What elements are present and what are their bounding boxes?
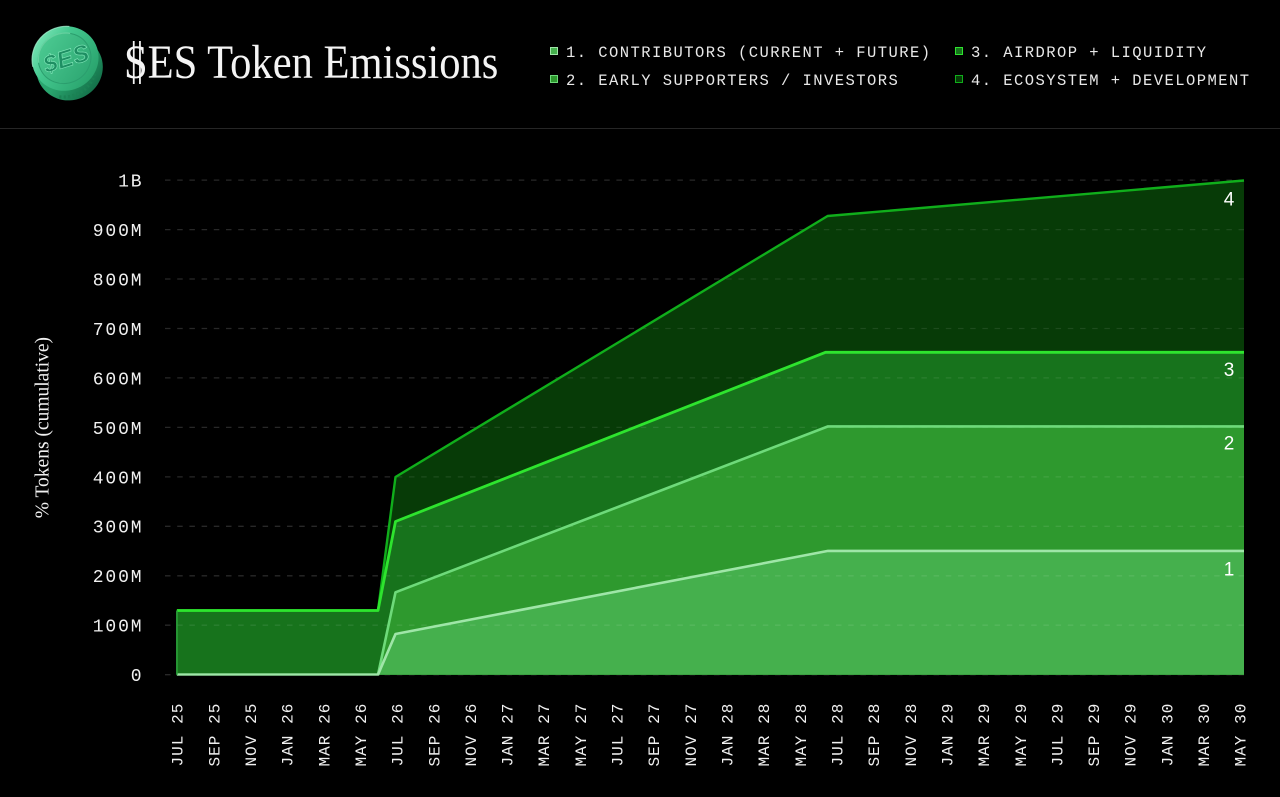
svg-text:% Tokens (cumulative): % Tokens (cumulative) (33, 337, 54, 518)
svg-text:MAR 27: MAR 27 (536, 703, 554, 767)
svg-text:200M: 200M (93, 568, 144, 588)
svg-text:MAY 29: MAY 29 (1013, 703, 1031, 767)
svg-text:JAN 26: JAN 26 (280, 703, 298, 767)
svg-text:NOV 28: NOV 28 (903, 703, 921, 767)
svg-text:NOV 25: NOV 25 (243, 703, 261, 767)
svg-text:MAY 30: MAY 30 (1233, 703, 1251, 767)
svg-text:SEP 26: SEP 26 (426, 703, 444, 767)
svg-text:SEP 27: SEP 27 (646, 703, 664, 767)
svg-text:MAY 26: MAY 26 (353, 703, 371, 767)
svg-text:MAR 29: MAR 29 (976, 703, 994, 767)
svg-text:SEP 25: SEP 25 (206, 703, 224, 767)
svg-text:4: 4 (1224, 189, 1235, 210)
svg-text:400M: 400M (93, 469, 144, 489)
svg-text:NOV 26: NOV 26 (463, 703, 481, 767)
svg-text:800M: 800M (93, 271, 144, 291)
svg-text:MAR 26: MAR 26 (316, 703, 334, 767)
svg-text:JUL 28: JUL 28 (830, 703, 848, 767)
svg-text:SEP 29: SEP 29 (1086, 703, 1104, 767)
svg-text:1: 1 (1224, 560, 1235, 581)
svg-text:NOV 29: NOV 29 (1123, 703, 1141, 767)
svg-text:JUL 29: JUL 29 (1049, 703, 1067, 767)
svg-text:JUL 26: JUL 26 (390, 703, 408, 767)
svg-text:JAN 30: JAN 30 (1159, 703, 1177, 767)
svg-text:3: 3 (1224, 360, 1235, 381)
svg-text:MAY 27: MAY 27 (573, 703, 591, 767)
svg-text:JUL 25: JUL 25 (170, 703, 188, 767)
svg-text:600M: 600M (93, 370, 144, 390)
svg-text:JUL 27: JUL 27 (610, 703, 628, 767)
svg-text:NOV 27: NOV 27 (683, 703, 701, 767)
svg-text:MAY 28: MAY 28 (793, 703, 811, 767)
svg-text:2: 2 (1224, 434, 1235, 455)
svg-text:100M: 100M (93, 618, 144, 638)
svg-text:500M: 500M (93, 420, 144, 440)
svg-text:0: 0 (131, 667, 144, 687)
svg-text:1B: 1B (118, 173, 143, 193)
svg-text:MAR 30: MAR 30 (1196, 703, 1214, 767)
svg-text:JAN 27: JAN 27 (500, 703, 518, 767)
svg-text:700M: 700M (93, 321, 144, 341)
svg-text:SEP 28: SEP 28 (866, 703, 884, 767)
svg-text:MAR 28: MAR 28 (756, 703, 774, 767)
svg-text:JAN 28: JAN 28 (720, 703, 738, 767)
svg-text:900M: 900M (93, 222, 144, 242)
svg-text:300M: 300M (93, 519, 144, 539)
svg-text:JAN 29: JAN 29 (940, 703, 958, 767)
